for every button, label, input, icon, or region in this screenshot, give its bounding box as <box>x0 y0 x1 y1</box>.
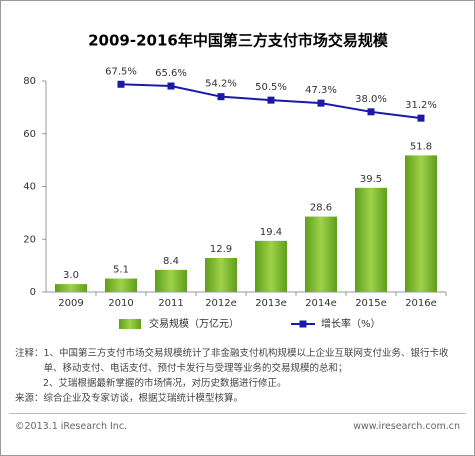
line-marker <box>417 114 425 122</box>
line-label: 31.2% <box>405 100 437 111</box>
x-tick-label: 2009 <box>58 298 83 309</box>
line-label: 65.6% <box>155 68 187 79</box>
line-marker <box>367 108 375 116</box>
bar-label: 3.0 <box>63 270 79 281</box>
bar <box>205 257 237 292</box>
bar-label: 28.6 <box>310 203 332 214</box>
note-text: 2、艾瑞根据最新掌握的市场情况，对历史数据进行修正。 <box>43 378 287 389</box>
x-tick-label: 2015e <box>355 298 387 309</box>
legend-label: 增长率（%） <box>321 317 381 330</box>
line-label: 47.3% <box>305 85 337 96</box>
y-tick-label: 20 <box>23 234 36 245</box>
legend-swatch <box>299 320 307 328</box>
line-label: 38.0% <box>355 94 387 105</box>
bar-label: 12.9 <box>210 244 232 255</box>
notes: 注释： 1、中国第三方支付市场交易规模统计了非金融支付机构规模以上企业互联网支付业… <box>15 346 463 406</box>
line-marker <box>317 99 325 107</box>
line-marker <box>217 93 225 101</box>
copyright: ©2013.1 iResearch Inc. <box>15 421 128 432</box>
bar <box>155 269 187 292</box>
note: 注释： 1、中国第三方支付市场交易规模统计了非金融支付机构规模以上企业互联网支付业… <box>15 346 463 376</box>
line-label: 50.5% <box>255 82 287 93</box>
legend-swatch <box>119 319 141 329</box>
chart-title: 2009-2016年中国第三方支付市场交易规模 <box>88 32 389 50</box>
bar <box>55 284 87 292</box>
y-tick-label: 60 <box>23 129 36 140</box>
url: www.iresearch.com.cn <box>353 421 460 432</box>
line-label: 67.5% <box>105 66 137 77</box>
x-tick-label: 2014e <box>305 298 337 309</box>
y-tick-label: 80 <box>23 76 36 87</box>
bar <box>355 187 387 292</box>
bar-label: 19.4 <box>260 227 282 238</box>
note-text: 1、中国第三方支付市场交易规模统计了非金融支付机构规模以上企业互联网支付业务、银… <box>43 348 449 374</box>
chart: 2009-2016年中国第三方支付市场交易规模 0 20 40 60 80 2009 201… <box>23 32 447 330</box>
bar <box>305 216 337 292</box>
bar-label: 39.5 <box>360 174 382 185</box>
bar-label: 8.4 <box>163 256 179 267</box>
bar <box>255 240 287 292</box>
line-marker <box>117 80 125 88</box>
note-label: 注释： <box>15 348 44 359</box>
x-tick-label: 2010 <box>108 298 133 309</box>
x-tick-label: 2016e <box>405 298 437 309</box>
y-tick-label: 0 <box>30 287 36 298</box>
line-marker <box>167 82 175 90</box>
bar-label: 5.1 <box>113 265 129 276</box>
x-tick-label: 2013e <box>255 298 287 309</box>
bar-label: 51.8 <box>410 141 432 152</box>
line-marker <box>267 96 275 104</box>
source: 来源：综合企业及专家访谈，根据艾瑞统计模型核算。 <box>15 393 244 404</box>
bar <box>105 278 137 292</box>
x-tick-label: 2012e <box>205 298 237 309</box>
x-tick-label: 2011 <box>158 298 183 309</box>
line-label: 54.2% <box>205 79 237 90</box>
separator <box>9 413 466 414</box>
legend-label: 交易规模（万亿元） <box>149 317 239 330</box>
bar <box>405 155 437 292</box>
y-tick-label: 40 <box>23 182 36 193</box>
